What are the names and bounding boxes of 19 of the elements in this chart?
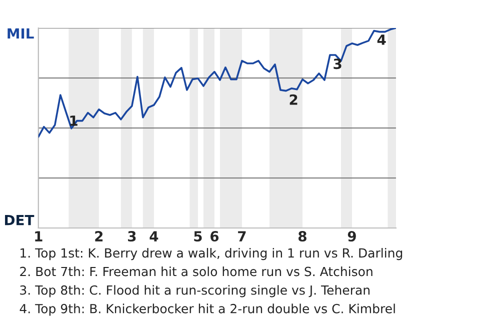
text: DET xyxy=(5,214,34,226)
text: 4. Top 9th: B. Knickerbocker hit a 2-run double vs C. Kimbrel xyxy=(20,304,395,316)
text: 1. Top 1st: K. Berry drew a walk, driving in 1 run vs R. Darling xyxy=(20,248,402,260)
x-tick-label: 4 xyxy=(150,231,158,242)
x-tick-label: 2 xyxy=(95,231,103,242)
x-tick-label: 9 xyxy=(348,231,356,242)
x-tick-label: 5 xyxy=(194,231,202,242)
text: 2. Bot 7th: F. Freeman hit a solo home run vs S. Atchison xyxy=(20,266,372,276)
x-tick-label: 3 xyxy=(128,231,136,242)
text: MIL xyxy=(8,28,34,39)
annotation: 1 xyxy=(70,116,78,126)
annotation: 4 xyxy=(377,34,386,45)
annotation: 2 xyxy=(290,94,298,105)
x-tick-label: 8 xyxy=(298,231,306,242)
x-tick-label: 1 xyxy=(35,231,42,242)
annotation: 3 xyxy=(334,58,342,70)
x-tick-label: 6 xyxy=(210,231,219,242)
x-tick-label: 7 xyxy=(238,231,246,242)
text: 3. Top 8th: C. Flood hit a run-scoring single vs J. Teheran xyxy=(20,285,370,298)
